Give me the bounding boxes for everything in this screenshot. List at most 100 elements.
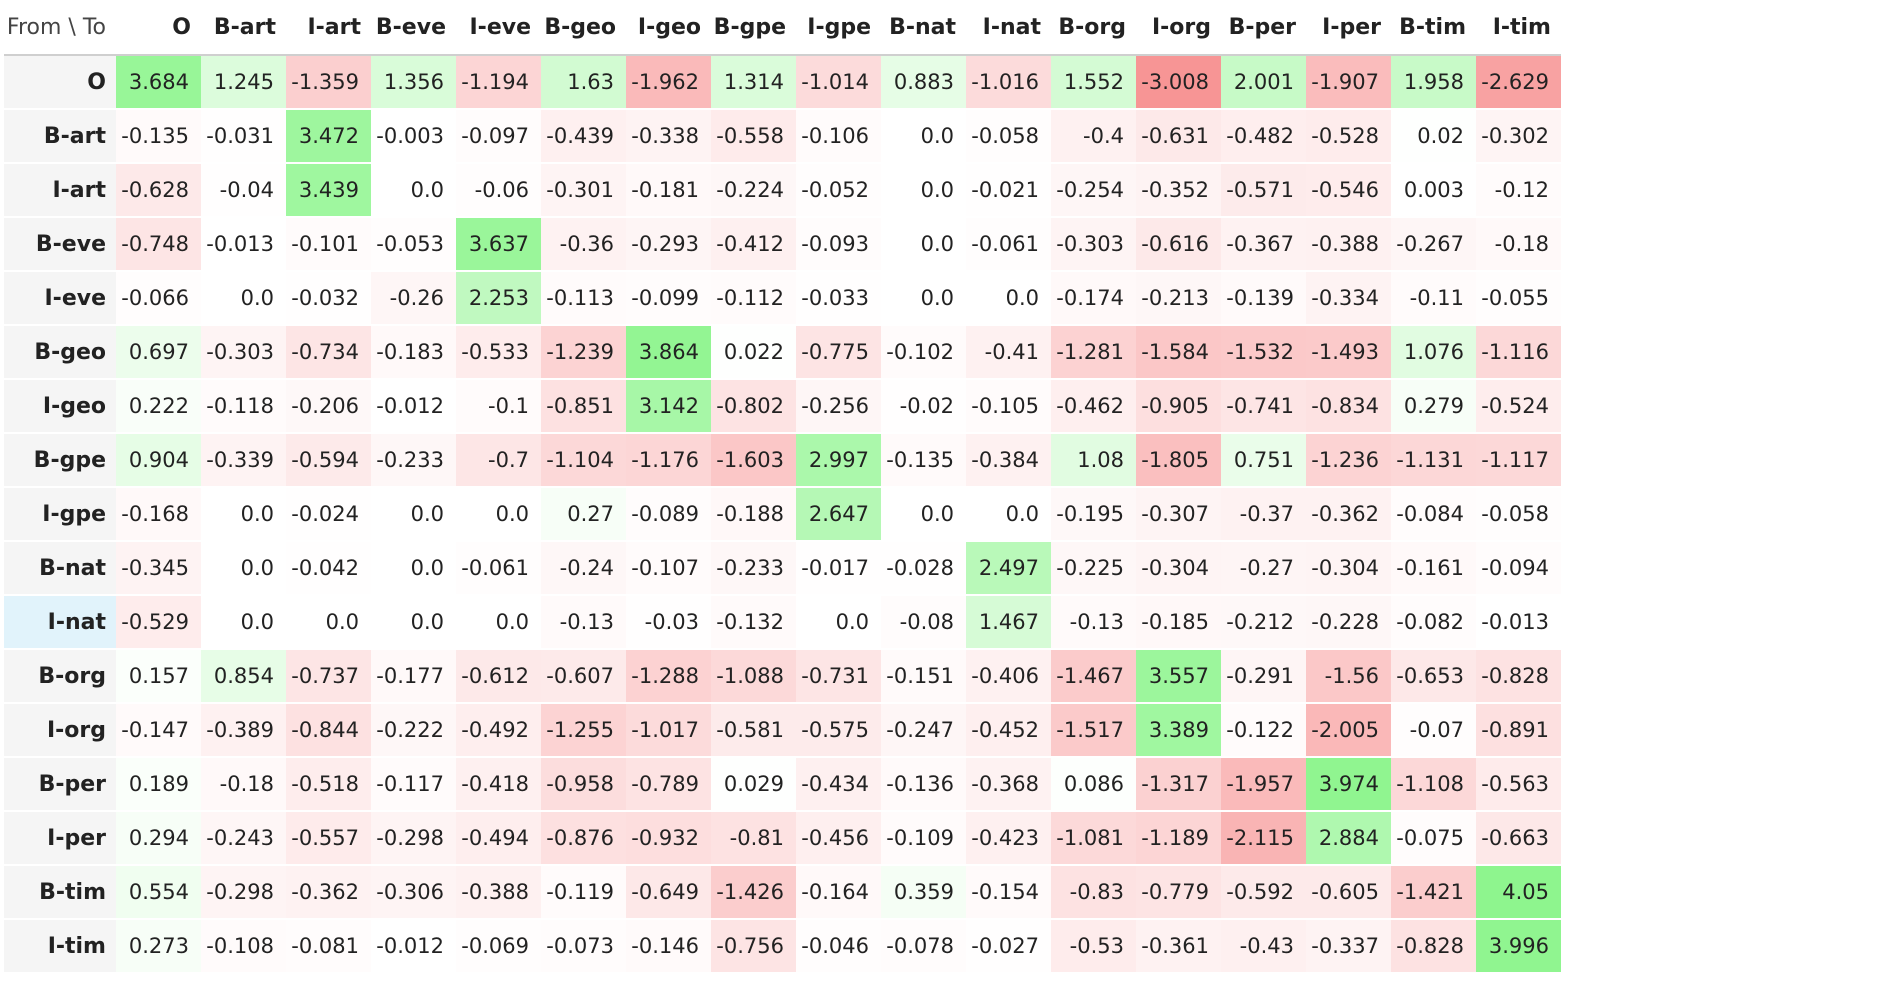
heatmap-cell: 2.497 — [966, 541, 1051, 596]
heatmap-cell: -0.518 — [286, 757, 371, 812]
heatmap-cell: -0.18 — [201, 757, 286, 812]
heatmap-cell: 0.086 — [1051, 757, 1136, 812]
heatmap-cell: -0.233 — [711, 541, 796, 596]
heatmap-cell: 0.003 — [1391, 163, 1476, 218]
heatmap-cell: 0.697 — [116, 325, 201, 380]
heatmap-cell: -0.649 — [626, 865, 711, 920]
row-header-b-nat: B-nat — [4, 541, 116, 596]
heatmap-cell: -0.185 — [1136, 595, 1221, 650]
heatmap-cell: 0.0 — [881, 271, 966, 326]
heatmap-cell: -0.139 — [1221, 271, 1306, 326]
heatmap-cell: -0.183 — [371, 325, 456, 380]
heatmap-cell: -0.119 — [541, 865, 626, 920]
heatmap-cell: -0.361 — [1136, 919, 1221, 974]
heatmap-cell: -0.135 — [881, 433, 966, 488]
heatmap-cell: -0.362 — [286, 865, 371, 920]
heatmap-cell: -0.41 — [966, 325, 1051, 380]
row-header-b-gpe: B-gpe — [4, 433, 116, 488]
heatmap-cell: -0.302 — [1476, 109, 1561, 164]
heatmap-cell: -0.078 — [881, 919, 966, 974]
heatmap-cell: -0.557 — [286, 811, 371, 866]
heatmap-cell: 3.996 — [1476, 919, 1561, 974]
heatmap-cell: -1.532 — [1221, 325, 1306, 380]
heatmap-cell: -1.359 — [286, 55, 371, 110]
heatmap-cell: -0.828 — [1476, 649, 1561, 704]
heatmap-cell: -0.132 — [711, 595, 796, 650]
heatmap-cell: 1.467 — [966, 595, 1051, 650]
heatmap-cell: -0.492 — [456, 703, 541, 758]
heatmap-cell: -0.388 — [1306, 217, 1391, 272]
heatmap-cell: -0.206 — [286, 379, 371, 434]
heatmap-cell: -0.748 — [116, 217, 201, 272]
heatmap-cell: -0.388 — [456, 865, 541, 920]
heatmap-cell: -0.13 — [541, 595, 626, 650]
heatmap-cell: -0.061 — [456, 541, 541, 596]
heatmap-cell: -1.189 — [1136, 811, 1221, 866]
heatmap-cell: -0.434 — [796, 757, 881, 812]
heatmap-cell: -0.303 — [1051, 217, 1136, 272]
heatmap-cell: 3.974 — [1306, 757, 1391, 812]
heatmap-cell: -0.003 — [371, 109, 456, 164]
heatmap-cell: -0.482 — [1221, 109, 1306, 164]
heatmap-cell: -0.291 — [1221, 649, 1306, 704]
heatmap-cell: -0.267 — [1391, 217, 1476, 272]
heatmap-cell: -0.113 — [541, 271, 626, 326]
heatmap-cell: -0.195 — [1051, 487, 1136, 542]
heatmap-cell: -0.529 — [116, 595, 201, 650]
heatmap-cell: -0.494 — [456, 811, 541, 866]
heatmap-cell: 0.0 — [881, 163, 966, 218]
heatmap-cell: 1.314 — [711, 55, 796, 110]
heatmap-cell: 0.0 — [371, 595, 456, 650]
heatmap-cell: -0.304 — [1306, 541, 1391, 596]
column-header-i-per: I-per — [1306, 0, 1391, 56]
matrix-row-b-geo: B-geo 0.697 -0.303 -0.734 -0.183 -0.533 -1.239… — [4, 325, 1561, 380]
heatmap-cell: -0.298 — [201, 865, 286, 920]
heatmap-cell: -0.093 — [796, 217, 881, 272]
column-header-i-art: I-art — [286, 0, 371, 56]
heatmap-cell: -0.779 — [1136, 865, 1221, 920]
row-header-i-eve: I-eve — [4, 271, 116, 326]
heatmap-cell: -0.174 — [1051, 271, 1136, 326]
heatmap-cell: -0.546 — [1306, 163, 1391, 218]
heatmap-cell: -0.233 — [371, 433, 456, 488]
heatmap-cell: -0.021 — [966, 163, 1051, 218]
heatmap-cell: -0.418 — [456, 757, 541, 812]
heatmap-cell: -0.876 — [541, 811, 626, 866]
heatmap-cell: -0.012 — [371, 379, 456, 434]
heatmap-cell: -1.517 — [1051, 703, 1136, 758]
column-header-i-gpe: I-gpe — [796, 0, 881, 56]
heatmap-cell: -1.194 — [456, 55, 541, 110]
matrix-row-i-art: I-art -0.628 -0.04 3.439 0.0 -0.06 -0.301 -0.18… — [4, 163, 1561, 218]
heatmap-cell: 0.0 — [966, 271, 1051, 326]
heatmap-cell: 0.279 — [1391, 379, 1476, 434]
heatmap-cell: -0.298 — [371, 811, 456, 866]
heatmap-cell: 0.0 — [456, 487, 541, 542]
column-header-b-gpe: B-gpe — [711, 0, 796, 56]
matrix-row-b-eve: B-eve -0.748 -0.013 -0.101 -0.053 3.637 -0.36-… — [4, 217, 1561, 272]
heatmap-cell: 1.245 — [201, 55, 286, 110]
heatmap-cell: -0.084 — [1391, 487, 1476, 542]
heatmap-cell: -0.828 — [1391, 919, 1476, 974]
heatmap-cell: -0.905 — [1136, 379, 1221, 434]
heatmap-cell: 0.27 — [541, 487, 626, 542]
header-row: From \ To O B-art I-art B-eve I-eve B-geo I-ge… — [4, 0, 1561, 56]
heatmap-cell: -0.737 — [286, 649, 371, 704]
heatmap-cell: -0.094 — [1476, 541, 1561, 596]
heatmap-cell: -1.088 — [711, 649, 796, 704]
heatmap-cell: 0.359 — [881, 865, 966, 920]
heatmap-cell: 2.997 — [796, 433, 881, 488]
heatmap-cell: -0.844 — [286, 703, 371, 758]
row-header-o: O — [4, 55, 116, 110]
heatmap-cell: -3.008 — [1136, 55, 1221, 110]
heatmap-cell: -0.066 — [116, 271, 201, 326]
heatmap-cell: -0.616 — [1136, 217, 1221, 272]
row-header-i-gpe: I-gpe — [4, 487, 116, 542]
heatmap-cell: -0.306 — [371, 865, 456, 920]
heatmap-cell: -0.452 — [966, 703, 1051, 758]
heatmap-cell: -0.164 — [796, 865, 881, 920]
heatmap-cell: 0.0 — [286, 595, 371, 650]
heatmap-cell: -0.83 — [1051, 865, 1136, 920]
heatmap-cell: -0.028 — [881, 541, 966, 596]
matrix-row-i-gpe: I-gpe -0.168 0.0 -0.024 0.0 0.0 0.27 -0.089 -0.1… — [4, 487, 1561, 542]
matrix-row-o: O 3.684 1.245 -1.359 1.356 -1.194 1.63 -1.962 1.… — [4, 55, 1561, 110]
